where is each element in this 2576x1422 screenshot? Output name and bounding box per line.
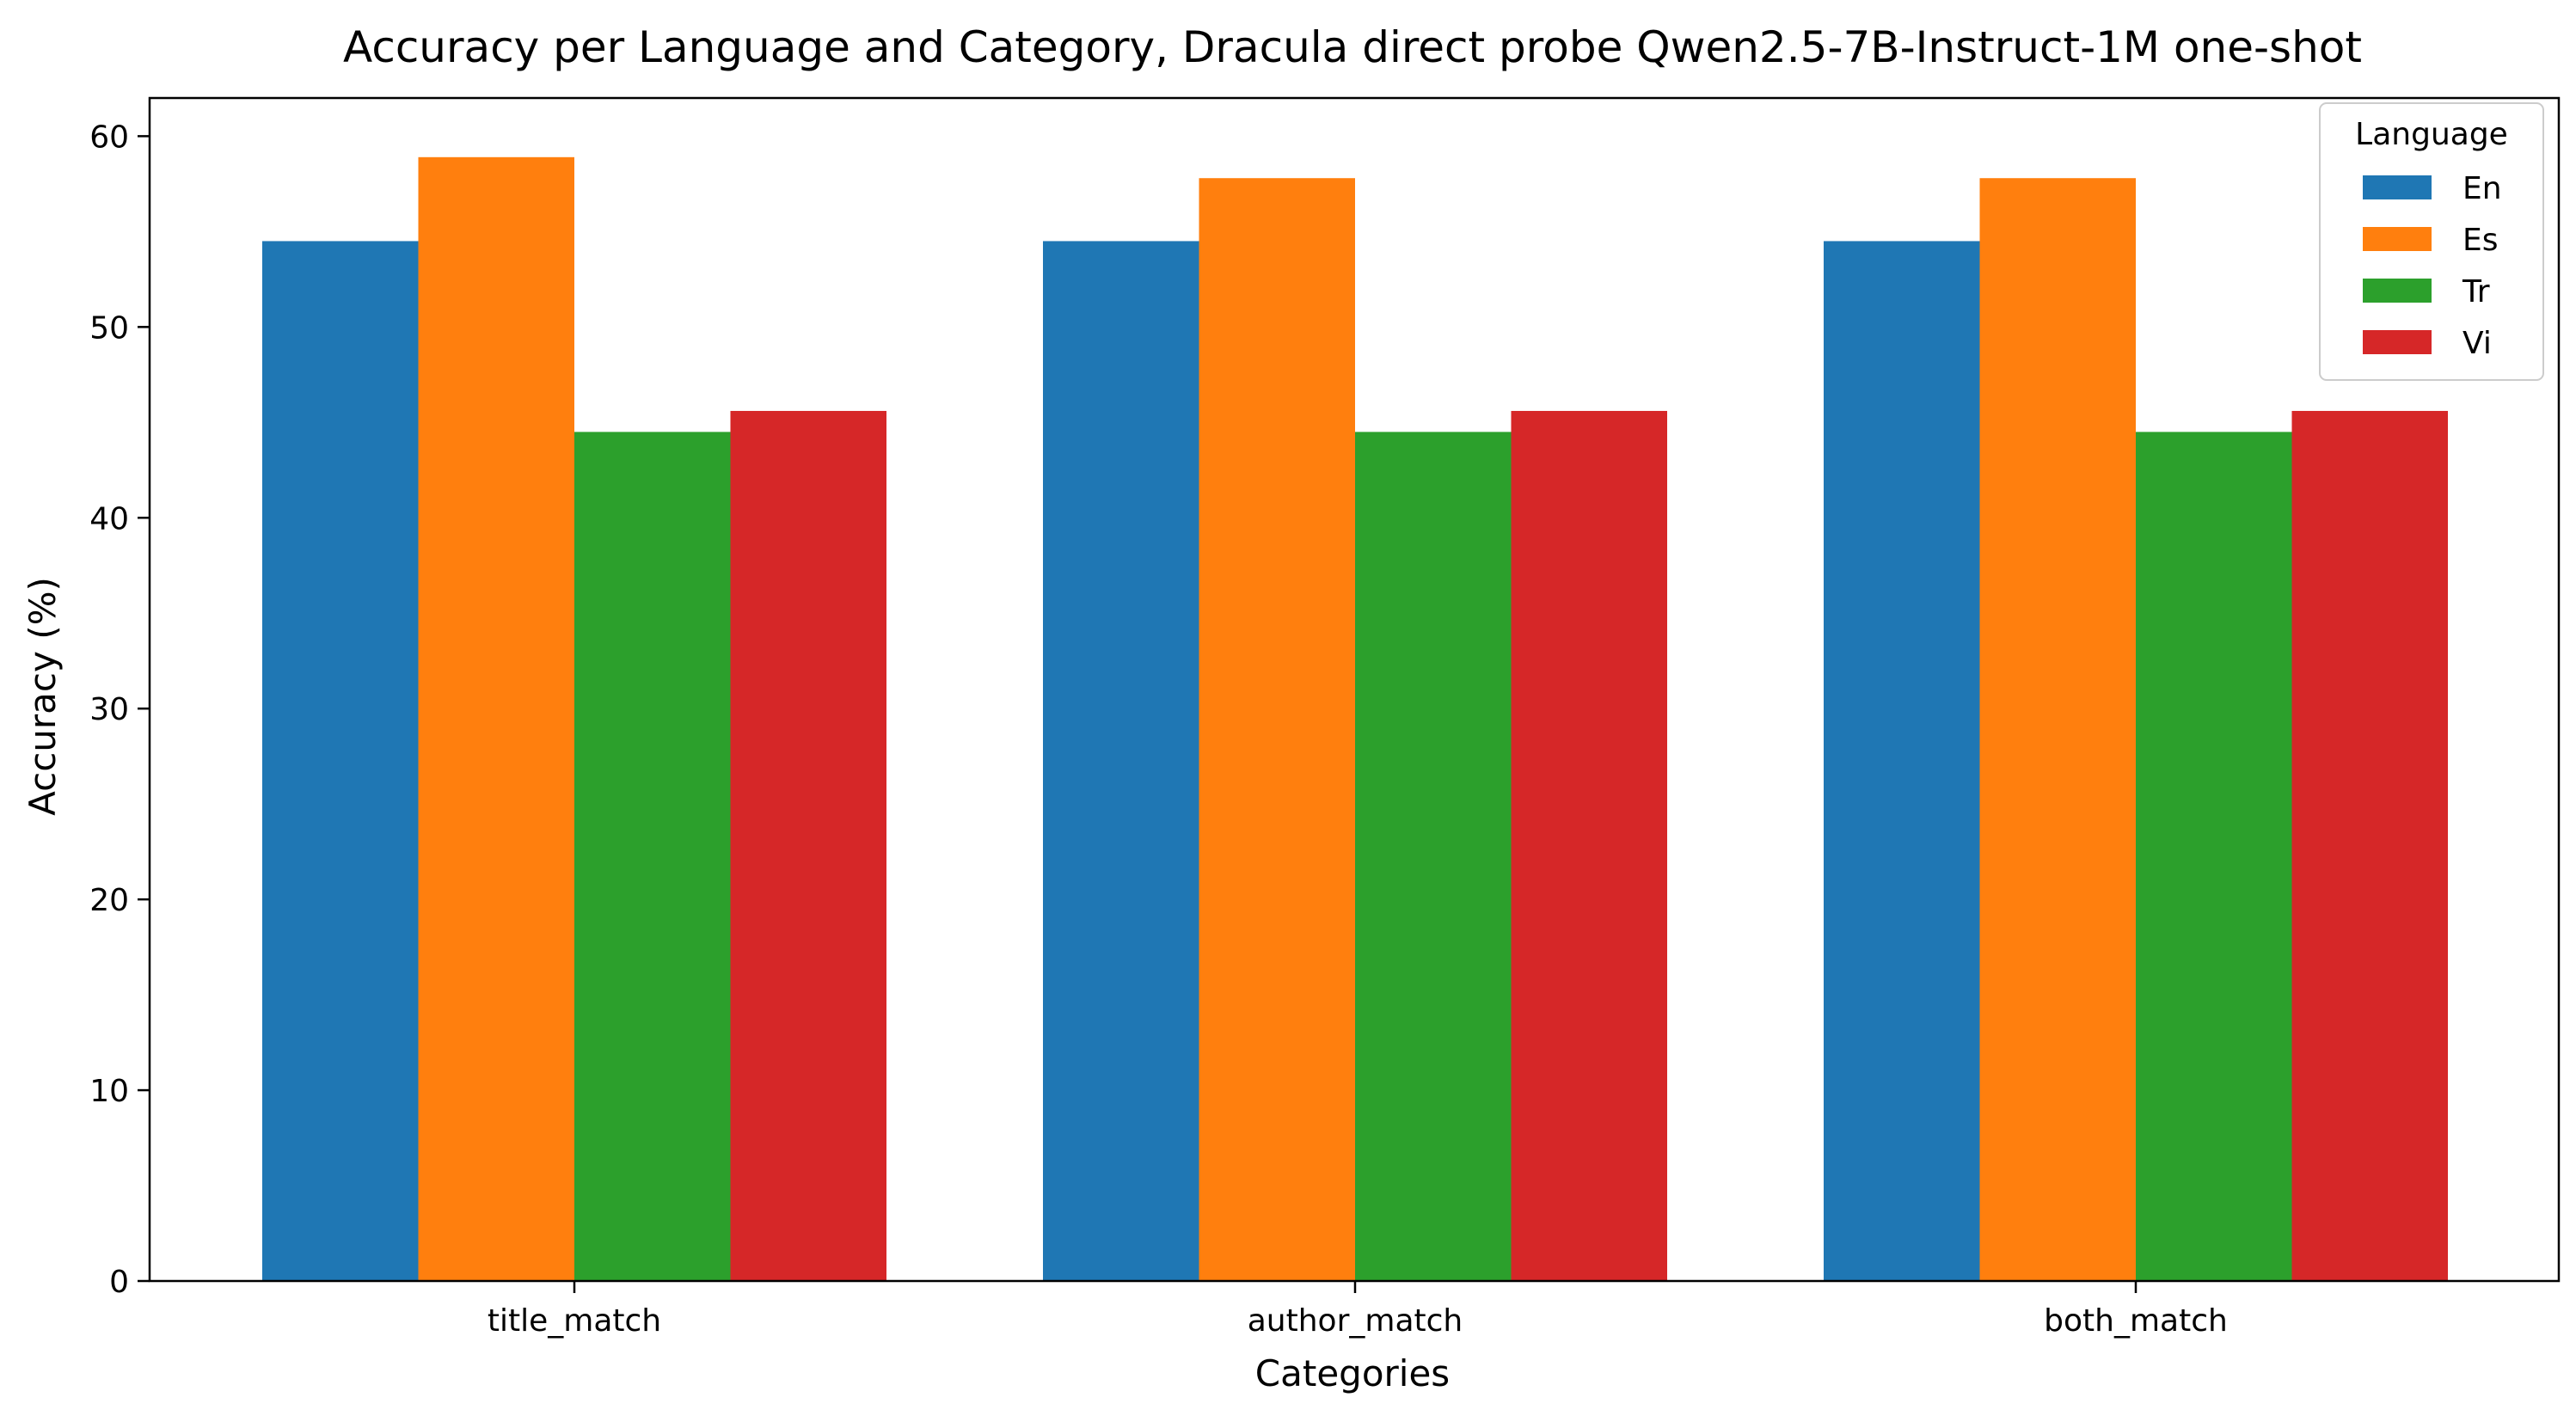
bar-en-author_match [1043,241,1199,1282]
legend-label-en: En [2463,171,2502,206]
legend-swatch-vi [2363,330,2432,354]
legend-swatch-en [2363,175,2432,199]
bar-vi-author_match [1511,410,1667,1282]
bar-vi-title_match [730,410,886,1282]
legend-items: En Es Tr Vi [2363,171,2502,361]
y-tick-label: 50 [89,310,129,346]
y-axis-label: Accuracy (%) [21,577,64,816]
bar-tr-both_match [2136,432,2292,1281]
bar-en-title_match [262,241,419,1282]
bar-tr-author_match [1355,432,1512,1281]
bars-group [262,156,2448,1282]
y-tick-label: 20 [89,883,129,918]
bar-tr-title_match [574,432,731,1281]
legend-swatch-tr [2363,279,2432,303]
y-tick-label: 40 [89,501,129,536]
bar-es-both_match [1979,178,2136,1282]
plot-area-frame [148,96,2561,1283]
x-axis-label: Categories [1255,1352,1450,1394]
x-tick-label-both_match: both_match [2044,1303,2228,1339]
y-axis-ticks: 0 10 20 30 40 50 60 [89,120,150,1300]
bar-vi-both_match [2291,410,2448,1282]
bar-es-author_match [1199,178,1355,1282]
y-tick-label: 10 [89,1074,129,1109]
y-tick-label: 60 [89,120,129,155]
x-tick-label-title_match: title_match [488,1303,661,1339]
legend-label-es: Es [2463,223,2499,258]
legend-label-vi: Vi [2463,326,2492,361]
legend-label-tr: Tr [2462,274,2490,310]
y-tick-label: 30 [89,692,129,727]
x-tick-label-author_match: author_match [1248,1303,1463,1339]
bar-es-title_match [418,156,574,1281]
x-axis-ticks: title_match author_match both_match [488,1281,2228,1339]
legend: Language En Es Tr Vi [2319,102,2544,381]
legend-swatch-es [2363,227,2432,251]
bar-en-both_match [1824,241,1980,1282]
chart-title: Accuracy per Language and Category, Drac… [343,22,2362,72]
legend-title: Language [2355,117,2508,152]
y-tick-label: 0 [109,1265,129,1300]
